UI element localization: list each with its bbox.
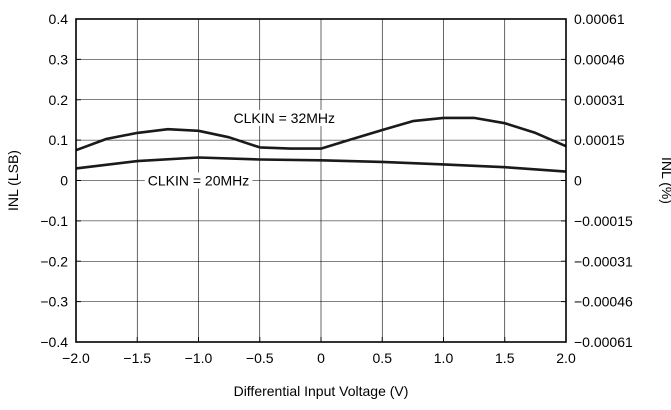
x-tick-label: 1.5 [495, 350, 515, 366]
series-label-background [230, 109, 339, 126]
y-tick-label: 0.1 [49, 132, 69, 148]
y-tick-label: −0.4 [40, 334, 68, 350]
y2-tick-label: −0.00031 [574, 253, 633, 269]
x-tick-label: 0.5 [373, 350, 393, 366]
series-line-clkin-32mhz [75, 116, 567, 152]
y2-tick-label: 0.00046 [574, 51, 625, 67]
series-label-clkin-32mhz: CLKIN = 32MHz [233, 110, 335, 126]
y-tick-label: 0.3 [49, 51, 69, 67]
x-tick-label: −0.5 [246, 350, 274, 366]
x-tick-label: 2.0 [556, 350, 576, 366]
y-axis-title: INL (LSB) [5, 150, 21, 211]
y2-tick-label: −0.00046 [574, 294, 633, 310]
y2-axis-ticks: 0.00061 0.00046 0.00031 0.00015 0 −0.00015 −0.… [561, 11, 633, 350]
x-tick-label: 1.0 [434, 350, 454, 366]
y2-tick-label: 0 [574, 173, 582, 189]
x-axis-ticks: −2.0 −1.5 −1.0 −0.5 0 0.5 1.0 1.5 2.0 [62, 337, 576, 366]
y2-tick-label: 0.00015 [574, 132, 625, 148]
y2-tick-label: −0.00061 [574, 334, 633, 350]
x-axis-title: Differential Input Voltage (V) [234, 383, 409, 399]
y-tick-label: 0 [60, 173, 68, 189]
y2-tick-label: 0.00061 [574, 11, 625, 27]
y-axis-ticks: 0.4 0.3 0.2 0.1 0 −0.1 −0.2 −0.3 −0.4 [40, 11, 81, 350]
y2-tick-label: 0.00031 [574, 92, 625, 108]
x-tick-label: −1.0 [185, 350, 213, 366]
series-lines [75, 116, 567, 173]
x-tick-label: −1.5 [123, 350, 151, 366]
series-labels: CLKIN = 32MHz CLKIN = 20MHz [144, 109, 339, 189]
y-tick-label: −0.3 [40, 294, 68, 310]
y-tick-label: 0.4 [49, 11, 69, 27]
y-tick-label: −0.1 [40, 213, 68, 229]
y-tick-label: −0.2 [40, 253, 68, 269]
y2-axis-title: INL (%) [659, 157, 671, 204]
x-tick-label: −2.0 [62, 350, 90, 366]
y2-tick-label: −0.00015 [574, 213, 633, 229]
y-tick-label: 0.2 [49, 92, 69, 108]
x-tick-label: 0 [317, 350, 325, 366]
series-label-background [144, 172, 253, 189]
series-line-clkin-20mhz [75, 156, 567, 173]
series-label-clkin-20mhz: CLKIN = 20MHz [148, 173, 250, 189]
